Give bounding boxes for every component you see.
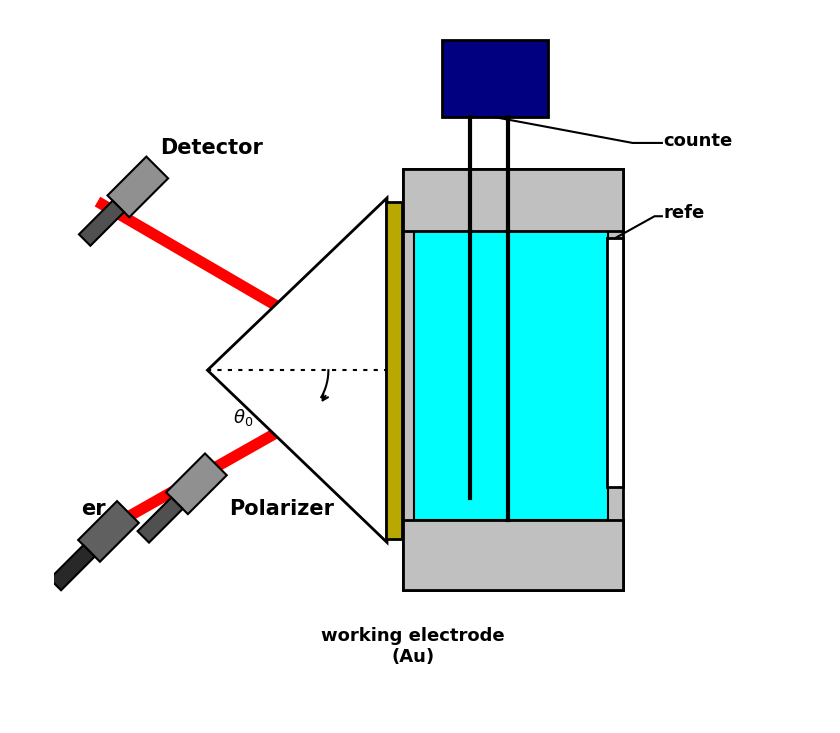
Bar <box>403 169 623 231</box>
Text: refe: refe <box>664 204 705 221</box>
Bar <box>403 169 623 590</box>
Bar <box>414 231 608 520</box>
Polygon shape <box>138 498 182 542</box>
Text: counte: counte <box>664 133 732 150</box>
Polygon shape <box>79 201 124 246</box>
Polygon shape <box>108 157 168 217</box>
Bar <box>403 520 623 590</box>
Polygon shape <box>78 501 139 561</box>
Bar <box>442 40 549 117</box>
Bar <box>607 238 623 487</box>
Text: er: er <box>81 499 106 520</box>
Text: working electrode
(Au): working electrode (Au) <box>321 627 505 666</box>
Text: $\theta_0$: $\theta_0$ <box>233 407 254 428</box>
Polygon shape <box>50 545 95 590</box>
Text: Detector: Detector <box>160 138 263 158</box>
Bar <box>386 202 402 539</box>
Text: Polarizer: Polarizer <box>229 499 334 520</box>
Polygon shape <box>207 198 387 542</box>
Polygon shape <box>166 454 227 514</box>
